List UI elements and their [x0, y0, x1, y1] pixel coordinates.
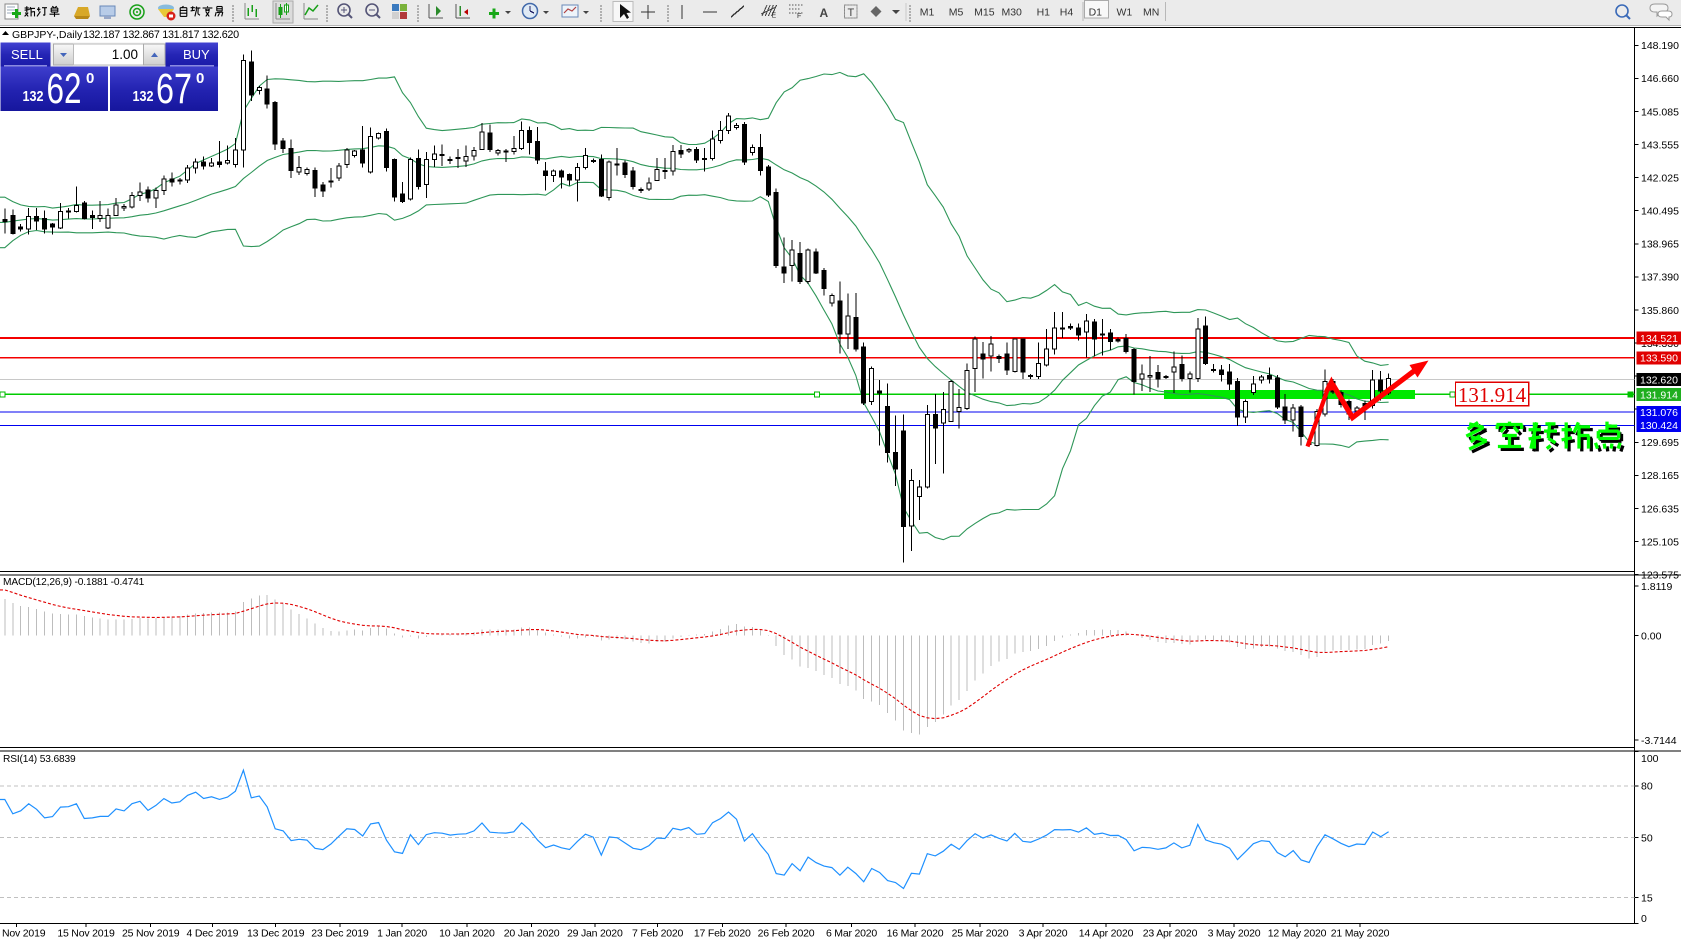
svg-text:SELL: SELL: [11, 47, 43, 62]
svg-text:131.076: 131.076: [1640, 407, 1678, 419]
svg-text:0: 0: [1641, 913, 1647, 925]
svg-text:4 Dec 2019: 4 Dec 2019: [187, 928, 239, 940]
svg-text:23 Apr 2020: 23 Apr 2020: [1143, 928, 1198, 940]
svg-text:E: E: [772, 13, 777, 20]
svg-text:128.165: 128.165: [1641, 470, 1679, 482]
svg-text:134.521: 134.521: [1640, 333, 1678, 345]
svg-text:131.914: 131.914: [1640, 389, 1678, 401]
svg-text:132.620: 132.620: [1640, 375, 1678, 387]
svg-text:100: 100: [1641, 753, 1659, 765]
svg-text:W1: W1: [1117, 7, 1133, 19]
svg-text:3 Apr 2020: 3 Apr 2020: [1019, 928, 1068, 940]
svg-text:138.965: 138.965: [1641, 239, 1679, 251]
svg-text:-3.7144: -3.7144: [1641, 735, 1677, 747]
svg-text:7 Feb 2020: 7 Feb 2020: [632, 928, 683, 940]
svg-text:132: 132: [23, 88, 44, 105]
svg-text:1 Jan 2020: 1 Jan 2020: [377, 928, 427, 940]
svg-text:129.695: 129.695: [1641, 437, 1679, 449]
svg-text:146.660: 146.660: [1641, 73, 1679, 85]
svg-text:12 May 2020: 12 May 2020: [1268, 928, 1327, 940]
svg-text:80: 80: [1641, 781, 1653, 793]
svg-text:131.914: 131.914: [1458, 383, 1527, 407]
svg-text:M30: M30: [1001, 7, 1022, 19]
svg-text:140.495: 140.495: [1641, 206, 1679, 218]
svg-text:25 Mar 2020: 25 Mar 2020: [952, 928, 1009, 940]
svg-text:125.105: 125.105: [1641, 536, 1679, 548]
svg-text:133.590: 133.590: [1640, 353, 1678, 365]
svg-text:Nov 2019: Nov 2019: [2, 928, 46, 940]
svg-text:0.00: 0.00: [1641, 630, 1662, 642]
svg-text:25 Nov 2019: 25 Nov 2019: [122, 928, 180, 940]
svg-text:67: 67: [156, 65, 192, 113]
svg-text:132: 132: [133, 88, 154, 105]
svg-text:GBPJPY-,Daily: GBPJPY-,Daily: [12, 29, 83, 41]
svg-text:6 Mar 2020: 6 Mar 2020: [826, 928, 877, 940]
svg-text:135.860: 135.860: [1641, 305, 1679, 317]
svg-text:26 Feb 2020: 26 Feb 2020: [758, 928, 815, 940]
svg-text:123.575: 123.575: [1641, 569, 1679, 581]
svg-text:15 Nov 2019: 15 Nov 2019: [57, 928, 115, 940]
svg-text:3 May 2020: 3 May 2020: [1208, 928, 1261, 940]
svg-text:F: F: [797, 13, 801, 20]
svg-text:143.555: 143.555: [1641, 139, 1679, 151]
svg-text:130.424: 130.424: [1640, 420, 1678, 432]
svg-text:148.190: 148.190: [1641, 40, 1679, 52]
svg-text:132.187 132.867 131.817 132.62: 132.187 132.867 131.817 132.620: [83, 29, 239, 41]
svg-text:137.390: 137.390: [1641, 272, 1679, 284]
svg-text:126.635: 126.635: [1641, 503, 1679, 515]
svg-text:145.085: 145.085: [1641, 106, 1679, 118]
svg-text:50: 50: [1641, 832, 1653, 844]
svg-text:D1: D1: [1089, 7, 1103, 19]
svg-text:0: 0: [196, 70, 204, 87]
svg-text:M5: M5: [949, 7, 964, 19]
svg-text:16 Mar 2020: 16 Mar 2020: [887, 928, 944, 940]
svg-text:1.8119: 1.8119: [1641, 581, 1672, 593]
svg-text:BUY: BUY: [183, 47, 210, 62]
svg-text:142.025: 142.025: [1641, 173, 1679, 185]
svg-text:10 Jan 2020: 10 Jan 2020: [439, 928, 495, 940]
svg-text:13 Dec 2019: 13 Dec 2019: [247, 928, 305, 940]
svg-text:62: 62: [47, 65, 82, 113]
svg-text:T: T: [848, 7, 855, 19]
svg-text:15: 15: [1641, 893, 1653, 905]
svg-text:1.00: 1.00: [112, 47, 138, 62]
svg-text:21 May 2020: 21 May 2020: [1331, 928, 1390, 940]
svg-text:MACD(12,26,9) -0.1881 -0.4741: MACD(12,26,9) -0.1881 -0.4741: [3, 577, 145, 588]
svg-text:20 Jan 2020: 20 Jan 2020: [504, 928, 560, 940]
svg-text:14 Apr 2020: 14 Apr 2020: [1079, 928, 1134, 940]
svg-text:23 Dec 2019: 23 Dec 2019: [311, 928, 369, 940]
svg-text:RSI(14) 53.6839: RSI(14) 53.6839: [3, 754, 76, 765]
svg-text:A: A: [820, 6, 829, 20]
svg-text:H4: H4: [1060, 7, 1074, 19]
svg-text:H1: H1: [1037, 7, 1051, 19]
svg-text:M15: M15: [974, 7, 995, 19]
svg-text:MN: MN: [1143, 7, 1159, 19]
svg-text:M1: M1: [920, 7, 935, 19]
svg-text:17 Feb 2020: 17 Feb 2020: [694, 928, 751, 940]
svg-text:0: 0: [86, 70, 94, 87]
svg-text:29 Jan 2020: 29 Jan 2020: [567, 928, 623, 940]
